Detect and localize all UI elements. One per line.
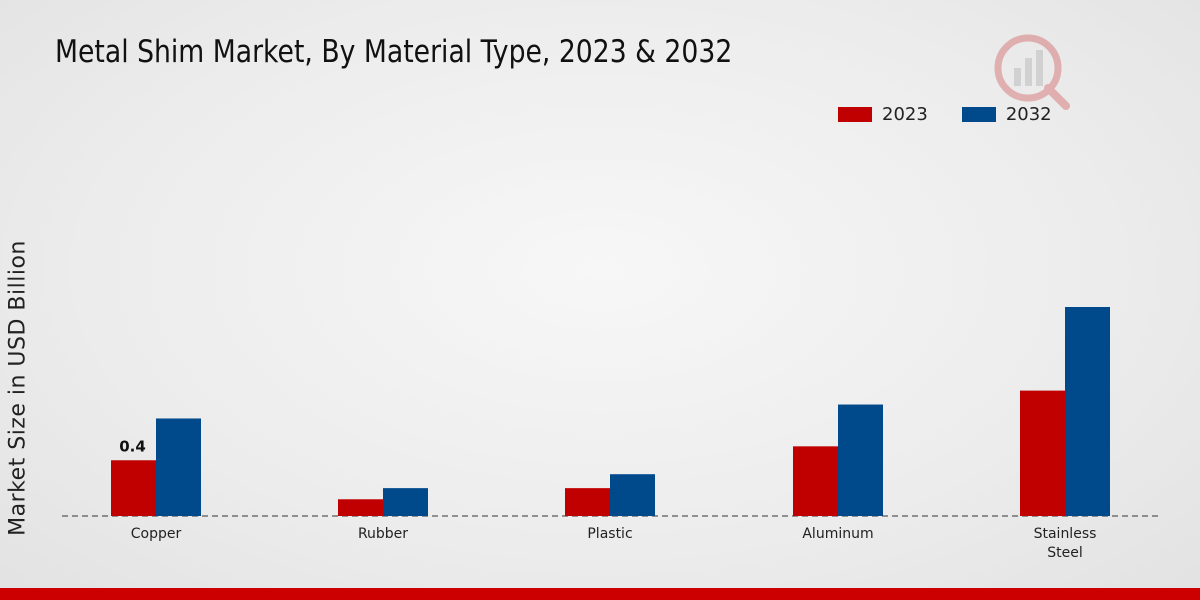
watermark-logo-icon [994, 34, 1070, 110]
legend-swatch-2023 [838, 107, 872, 122]
bar-aluminum-2023 [793, 446, 838, 516]
data-label-copper: 0.4 [119, 437, 146, 455]
legend-item-2032: 2032 [961, 104, 1052, 125]
bottom-accent-bar [0, 588, 1200, 600]
bar-stainless-steel-2023 [1020, 390, 1065, 516]
legend-label-2023: 2023 [882, 104, 928, 125]
bar-plastic-2023 [565, 488, 610, 516]
x-tick-label-rubber: Rubber [358, 526, 408, 542]
legend-item-2023: 2023 [838, 104, 928, 125]
legend-label-2032: 2032 [1005, 104, 1052, 125]
bar-copper-2023 [111, 460, 156, 516]
legend: 2023 2032 [838, 104, 1086, 125]
bar-aluminum-2032 [838, 404, 883, 516]
bar-stainless-steel-2032 [1065, 307, 1110, 516]
x-tick-label-copper: Copper [131, 526, 182, 542]
bar-copper-2032 [156, 418, 201, 516]
x-tick-label-stainless-steel: Stainless Steel [1034, 526, 1097, 561]
x-tick-label-aluminum: Aluminum [802, 526, 873, 542]
bar-rubber-2023 [338, 499, 383, 516]
bar-plastic-2032 [610, 474, 655, 516]
bar-rubber-2032 [383, 488, 428, 516]
legend-swatch-2032 [961, 107, 996, 122]
x-tick-label-plastic: Plastic [587, 526, 632, 542]
chart-title: Metal Shim Market, By Material Type, 202… [55, 34, 733, 70]
